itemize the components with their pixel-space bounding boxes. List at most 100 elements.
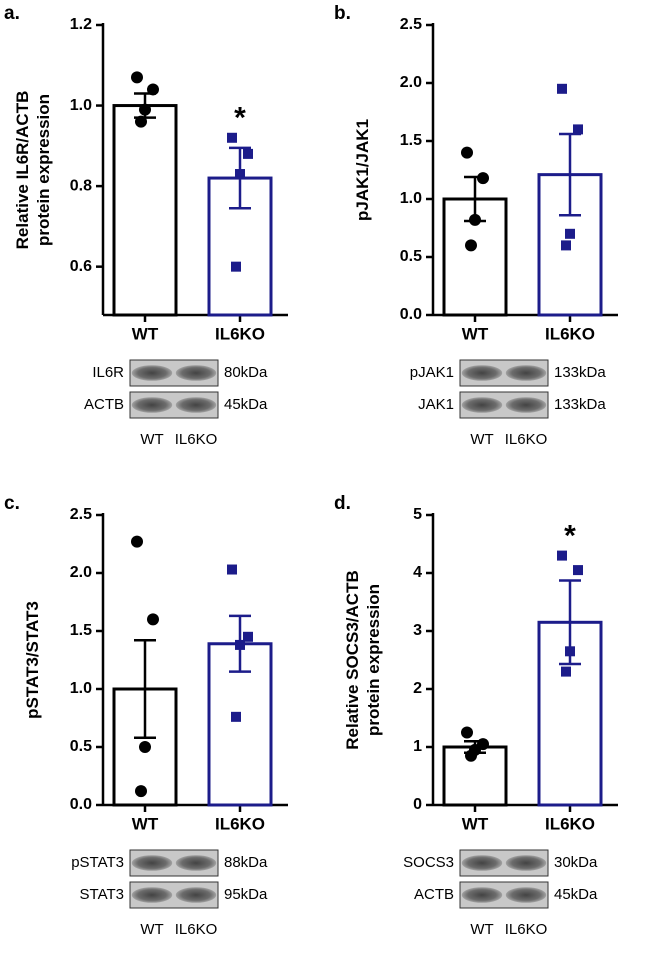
blot-label: pSTAT3 — [71, 854, 124, 871]
blot-size: 45kDa — [224, 396, 268, 413]
blot-band — [505, 887, 547, 903]
data-point — [147, 83, 159, 96]
blot-band — [131, 855, 173, 871]
data-point — [557, 83, 567, 94]
y-axis-label-line: Relative IL6R/ACTB — [13, 91, 32, 250]
lane-label: IL6KO — [175, 921, 218, 938]
blot-band — [461, 855, 503, 871]
x-tick-label: IL6KO — [545, 324, 595, 343]
lane-label: WT — [470, 921, 493, 938]
y-tick-label: 0 — [413, 796, 422, 813]
lane-label: IL6KO — [505, 431, 548, 448]
data-point — [469, 213, 481, 226]
data-point — [235, 169, 245, 180]
blot-band — [131, 397, 173, 413]
data-point — [565, 228, 575, 239]
y-tick-label: 2.5 — [70, 506, 92, 523]
y-tick-label: 2.5 — [400, 16, 422, 33]
blot-label: pJAK1 — [410, 364, 454, 381]
x-tick-label: WT — [132, 814, 159, 833]
data-point — [573, 565, 583, 576]
x-tick-label: WT — [462, 324, 489, 343]
lane-label: IL6KO — [505, 921, 548, 938]
blot-size: 80kDa — [224, 364, 268, 381]
data-point — [461, 146, 473, 159]
blot-label: ACTB — [84, 396, 124, 413]
y-tick-label: 0.6 — [70, 258, 92, 275]
blot-size: 133kDa — [554, 364, 606, 381]
y-tick-label: 2 — [413, 680, 422, 697]
x-tick-label: IL6KO — [215, 324, 265, 343]
y-axis-label-line: pJAK1/JAK1 — [353, 119, 372, 221]
y-axis-label: pJAK1/JAK1 — [353, 119, 372, 221]
lane-label: WT — [470, 431, 493, 448]
data-point — [231, 711, 241, 722]
y-tick-label: 0.5 — [70, 738, 92, 755]
data-point — [243, 631, 253, 642]
y-tick-label: 1.0 — [70, 97, 92, 114]
data-point — [147, 613, 159, 626]
y-tick-label: 1.5 — [70, 622, 92, 639]
y-tick-label: 5 — [413, 506, 422, 523]
y-tick-label: 1 — [413, 738, 422, 755]
blot-band — [175, 855, 217, 871]
data-point — [243, 148, 253, 159]
blot-band — [461, 887, 503, 903]
blot-band — [461, 397, 503, 413]
y-tick-label: 1.5 — [400, 132, 422, 149]
data-point — [227, 132, 237, 143]
data-point — [131, 535, 143, 548]
blot-band — [131, 365, 173, 381]
data-point — [135, 115, 147, 128]
y-tick-label: 1.0 — [400, 190, 422, 207]
y-axis-label: Relative IL6R/ACTB protein expression — [13, 91, 53, 250]
panel-label: c. — [4, 493, 20, 514]
y-tick-label: 2.0 — [400, 74, 422, 91]
blot-label: STAT3 — [80, 886, 124, 903]
data-point — [231, 261, 241, 272]
panel-label: d. — [334, 493, 351, 514]
data-point — [573, 124, 583, 135]
data-point — [561, 240, 571, 251]
data-point — [465, 749, 477, 762]
y-axis-label-line: protein expression — [34, 94, 53, 246]
y-axis-label: pSTAT3/STAT3 — [23, 601, 42, 719]
data-point — [461, 726, 473, 739]
blot-size: 88kDa — [224, 854, 268, 871]
y-axis-label-line: Relative SOCS3/ACTB — [343, 570, 362, 750]
significance-mark: * — [564, 520, 576, 553]
blot-band — [505, 855, 547, 871]
data-point — [477, 172, 489, 185]
lane-label: WT — [140, 431, 163, 448]
blot-size: 133kDa — [554, 396, 606, 413]
panel-label: a. — [4, 3, 20, 24]
data-point — [561, 666, 571, 677]
significance-mark: * — [234, 102, 246, 135]
y-tick-label: 1.0 — [70, 680, 92, 697]
y-axis-label: Relative SOCS3/ACTB protein expression — [343, 570, 383, 750]
blot-band — [131, 887, 173, 903]
data-point — [139, 741, 151, 753]
y-tick-label: 2.0 — [70, 564, 92, 581]
blot-label: ACTB — [414, 886, 454, 903]
chart-panel: b. pJAK1/JAK1 0.0 0.5 1.0 1.5 2.0 2.5 WT IL6KO pJA… — [334, 3, 618, 448]
chart-panel: c. pSTAT3/STAT3 0.0 0.5 1.0 1.5 2.0 2.5 WT IL6KO p… — [4, 493, 288, 938]
blot-size: 30kDa — [554, 854, 598, 871]
data-point — [235, 639, 245, 650]
y-tick-label: 3 — [413, 622, 422, 639]
x-tick-label: IL6KO — [545, 814, 595, 833]
data-point — [565, 646, 575, 657]
blot-size: 45kDa — [554, 886, 598, 903]
y-tick-label: 0.0 — [70, 796, 92, 813]
data-point — [465, 239, 477, 252]
y-tick-label: 1.2 — [70, 16, 92, 33]
blot-band — [505, 365, 547, 381]
y-tick-label: 0.8 — [70, 177, 92, 194]
blot-band — [175, 397, 217, 413]
data-point — [131, 71, 143, 84]
chart-panel: d. Relative SOCS3/ACTB protein expression 0… — [334, 493, 618, 938]
blot-band — [505, 397, 547, 413]
chart-panel: a. Relative IL6R/ACTB protein expression 0.… — [4, 3, 288, 448]
blot-band — [175, 887, 217, 903]
